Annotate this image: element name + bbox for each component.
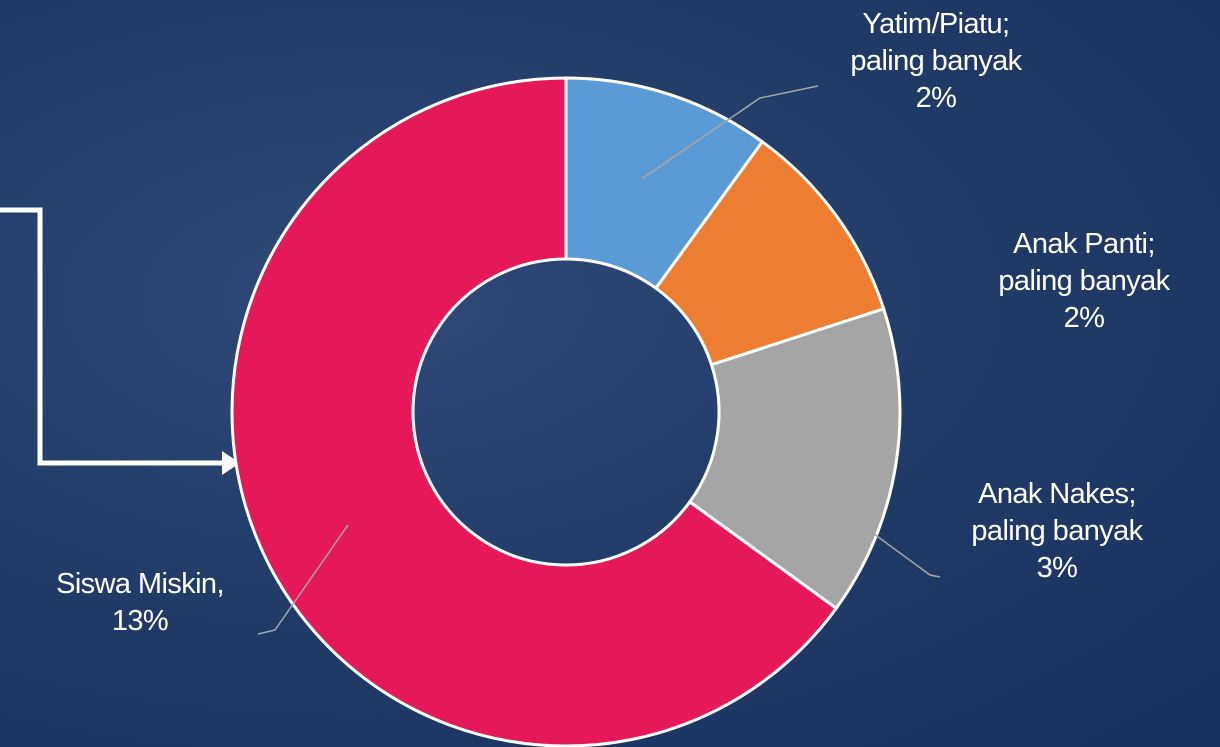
arrow-line [0,210,228,463]
value-label: 3% [962,550,1152,587]
category-label: Anak Nakes; paling banyak [962,476,1152,550]
page: (() => { const data = JSON.parse(documen… [0,0,1220,747]
value-label: 2% [841,80,1031,117]
category-label: Anak Panti; paling banyak [989,226,1179,300]
category-label: Siswa Miskin, [10,566,270,603]
value-label: 2% [989,300,1179,337]
value-label: 13% [10,603,270,640]
data-label: Siswa Miskin,13% [10,566,270,640]
category-label: Yatim/Piatu; paling banyak [841,6,1031,80]
